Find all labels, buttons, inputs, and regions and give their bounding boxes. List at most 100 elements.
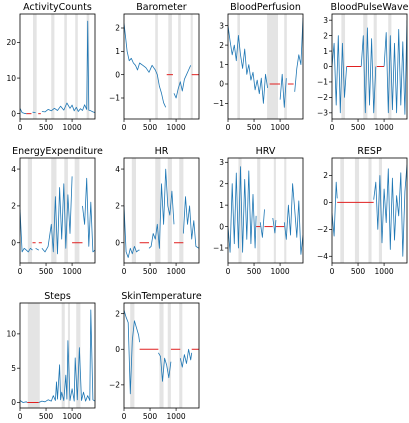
shaded-band [33, 14, 37, 119]
data-line [124, 309, 193, 395]
x-tick-label: 0 [122, 123, 127, 132]
x-tick-label: 1000 [167, 412, 186, 421]
y-tick-label: −1 [109, 94, 120, 103]
y-tick-label: 3 [219, 21, 224, 30]
subplot-title: HRV [256, 146, 276, 157]
shaded-band [64, 14, 67, 119]
x-tick-label: 500 [351, 123, 366, 132]
x-tick-label: 500 [143, 123, 158, 132]
y-tick-label: 2 [323, 31, 328, 40]
x-tick-label: 0 [330, 123, 335, 132]
data-line [332, 20, 407, 115]
x-tick-label: 0 [18, 123, 23, 132]
y-tick-label: 0 [11, 238, 16, 247]
x-tick-label: 1000 [167, 267, 186, 276]
x-tick-label: 1000 [375, 123, 394, 132]
y-tick-label: 0 [323, 198, 328, 207]
x-tick-label: 500 [39, 267, 54, 276]
y-tick-label: 0 [115, 238, 120, 247]
x-tick-label: 0 [18, 412, 23, 421]
shaded-band [378, 158, 382, 263]
subplot-title: SkinTemperature [121, 291, 202, 302]
shaded-band [178, 14, 181, 119]
x-tick-label: 1000 [271, 123, 290, 132]
y-tick-label: 10 [6, 74, 16, 83]
x-tick-label: 1000 [375, 267, 394, 276]
x-tick-label: 1000 [167, 123, 186, 132]
shaded-band [51, 14, 55, 119]
hrv-panel: HRV 0 500 1000 −1 0 1 2 3 [213, 146, 304, 276]
resp-panel: RESP 0 500 1000 −4 −2 0 2 [317, 146, 408, 276]
shaded-band [167, 303, 171, 408]
axes-frame [123, 302, 200, 409]
y-tick-label: 20 [6, 38, 16, 47]
y-tick-label: 4 [115, 165, 120, 174]
y-tick-label: 2 [115, 309, 120, 318]
shaded-band [179, 303, 183, 408]
y-tick-label: 2 [219, 41, 224, 50]
y-tick-label: 10 [6, 330, 16, 339]
shaded-band [354, 158, 360, 263]
y-tick-label: 0 [323, 62, 328, 71]
y-tick-label: −2 [109, 381, 120, 390]
shaded-band [284, 158, 287, 263]
y-tick-label: 2 [115, 202, 120, 211]
data-line [124, 168, 199, 258]
y-tick-label: 5 [11, 364, 16, 373]
data-line [20, 20, 95, 115]
activity-counts-panel: ActivityCounts 0 500 1000 0 10 20 [6, 2, 96, 132]
x-tick-label: 500 [39, 123, 54, 132]
y-tick-label: 1 [115, 47, 120, 56]
y-tick-label: 0 [11, 398, 16, 407]
shaded-band [75, 14, 78, 119]
shaded-band [155, 14, 158, 119]
shaded-band [284, 14, 287, 119]
data-line [332, 164, 407, 257]
data-line [20, 309, 95, 403]
y-tick-label: 1 [219, 60, 224, 69]
shaded-band [179, 158, 184, 263]
y-tick-label: −1 [317, 78, 328, 87]
axes-frame [227, 157, 304, 264]
y-tick-label: −3 [317, 109, 328, 118]
shaded-band [51, 158, 57, 263]
subplot-title: BloodPulseWave [331, 2, 409, 13]
energy-expenditure-panel: EnergyExpenditure 0 500 1000 0 2 4 [11, 146, 103, 276]
x-tick-label: 0 [226, 267, 231, 276]
shaded-band [340, 158, 344, 263]
y-tick-label: 0 [219, 80, 224, 89]
shaded-band [368, 158, 372, 263]
y-tick-label: 2 [11, 202, 16, 211]
axes-frame [19, 302, 96, 409]
shaded-band [190, 14, 193, 119]
shaded-band [267, 14, 278, 119]
shaded-band [168, 14, 172, 119]
y-tick-label: 1 [219, 201, 224, 210]
subplot-title: RESP [357, 146, 382, 157]
shaded-band [27, 158, 32, 263]
y-tick-label: 0 [115, 70, 120, 79]
axes-frame [19, 13, 96, 120]
y-tick-label: −1 [213, 99, 224, 108]
y-tick-label: −2 [317, 93, 328, 102]
x-tick-label: 0 [122, 267, 127, 276]
shaded-band [237, 14, 240, 119]
y-tick-label: 4 [11, 165, 16, 174]
x-tick-label: 1000 [63, 412, 82, 421]
y-tick-label: −4 [317, 252, 328, 261]
hr-panel: HR 0 500 1000 0 2 4 [115, 146, 200, 276]
x-tick-label: 0 [122, 412, 127, 421]
axes-frame [331, 157, 408, 264]
y-tick-label: 1 [323, 47, 328, 56]
axes-frame [123, 13, 200, 120]
x-tick-label: 0 [330, 267, 335, 276]
shaded-band [130, 303, 135, 408]
subplot-title: Steps [44, 291, 71, 302]
data-line [228, 17, 303, 108]
skin-temperature-panel: SkinTemperature 0 500 1000 −2 0 2 [109, 291, 202, 421]
shaded-band [74, 158, 80, 263]
x-tick-label: 500 [247, 123, 262, 132]
y-tick-label: −2 [317, 225, 328, 234]
y-tick-label: 0 [219, 222, 224, 231]
y-tick-label: 3 [219, 158, 224, 167]
